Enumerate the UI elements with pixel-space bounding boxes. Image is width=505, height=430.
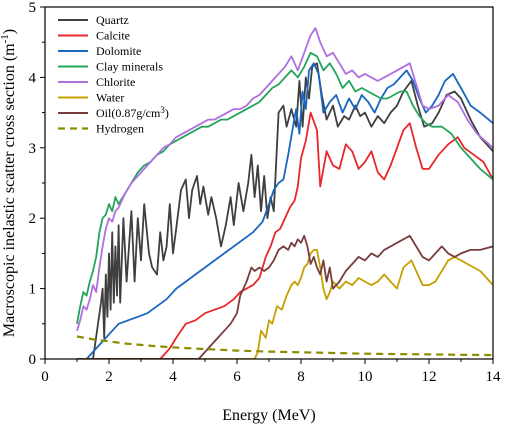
y-axis-title-close: ) [1,29,18,34]
y-axis-title: Macroscopic inelastic scatter cross sect… [0,29,18,337]
series-line-calcite [77,111,493,359]
x-tick-label: 12 [422,369,437,385]
y-tick-label: 4 [29,70,37,86]
series-line-water [77,249,493,359]
series-line-quartz [92,62,493,359]
x-tick-label: 6 [233,369,241,385]
legend-label-text: Dolomite [96,44,141,58]
legend-label: Dolomite [96,44,141,58]
legend-label: Oil(0.87g/cm3) [96,105,169,120]
x-tick-label: 8 [297,369,305,385]
legend-label-text: Calcite [96,29,130,43]
legend-label: Quartz [96,13,129,27]
legend-label-text: Oil(0.87g/cm [96,106,161,120]
legend-label-text: Clay minerals [96,60,163,74]
x-tick-label: 4 [169,369,177,385]
legend-label-text: Chlorite [96,75,135,89]
x-tick-label: 10 [358,369,373,385]
series-line-hydrogen [76,335,493,357]
legend-label-text: Hydrogen [96,122,144,136]
x-tick-label: 14 [486,369,502,385]
y-axis-title-sup: -1 [0,34,11,43]
series-line-dolomite [85,62,493,359]
legend-label-text: Water [96,91,124,105]
x-axis-title: Energy (MeV) [222,407,315,424]
series-line-chlorite [76,27,493,332]
legend-label: Chlorite [96,75,135,89]
y-axis-title-main: Macroscopic inelastic scatter cross sect… [1,43,18,337]
x-tick-label: 2 [105,369,113,385]
legend-label-text: Quartz [96,13,129,27]
y-tick-label: 0 [29,352,37,368]
x-tick-label: 0 [41,369,49,385]
legend-label: Calcite [96,29,130,43]
series-line-oil-0-87g-cm [77,234,493,359]
y-tick-label: 5 [29,0,37,16]
legend-label-close: ) [165,106,169,120]
legend-label-sup: 3 [160,105,165,115]
legend-label: Clay minerals [96,60,163,74]
series-layer [76,27,493,359]
y-tick-label: 3 [29,141,37,157]
series-line-clay-minerals [76,51,493,324]
y-tick-label: 1 [29,282,37,298]
legend-label: Water [96,91,124,105]
legend-label: Hydrogen [96,122,144,136]
y-tick-label: 2 [29,211,37,227]
